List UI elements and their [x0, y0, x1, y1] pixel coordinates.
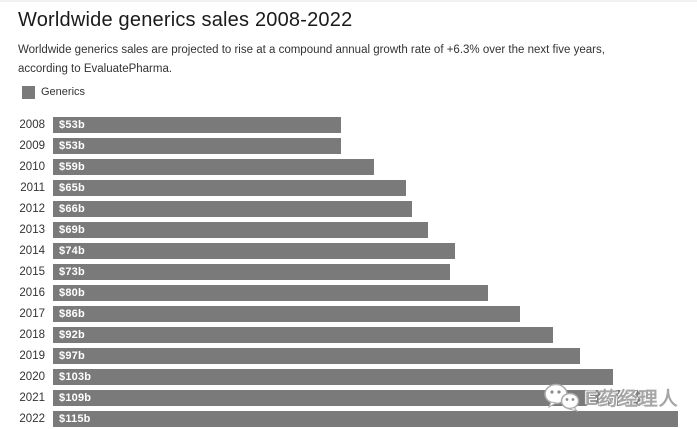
chart-title: Worldwide generics sales 2008-2022 [18, 9, 353, 31]
chart-row: 2018 $92b [18, 324, 678, 345]
legend: Generics [22, 85, 678, 99]
bar: $59b [53, 158, 374, 175]
chart-row: 2013 $69b [18, 219, 678, 240]
bar: $74b [53, 242, 456, 259]
bar-track: $92b [53, 326, 678, 343]
chart-row: 2019 $97b [18, 345, 678, 366]
bar: $53b [53, 137, 342, 154]
bar-value-label: $92b [59, 328, 85, 341]
bar-track: $109b [53, 389, 678, 406]
bar-value-label: $53b [59, 139, 85, 152]
year-label: 2020 [19, 370, 45, 383]
bar: $66b [53, 200, 412, 217]
year-label: 2018 [19, 328, 45, 341]
bar: $65b [53, 179, 407, 196]
bar: $109b [53, 389, 646, 406]
bar-value-label: $97b [59, 349, 85, 362]
bar-chart: 2008 $53b 2009 $53b 2010 $59b 2011 $65b 2012 $66b… [18, 114, 678, 429]
bar-track: $74b [53, 242, 678, 259]
year-label: 2022 [19, 412, 45, 425]
bar: $97b [53, 347, 581, 364]
chart-row: 2008 $53b [18, 114, 678, 135]
year-label: 2014 [19, 244, 45, 257]
bar-value-label: $86b [59, 307, 85, 320]
bar-track: $103b [53, 368, 678, 385]
bar: $73b [53, 263, 450, 280]
bar-value-label: $73b [59, 265, 85, 278]
chart-row: 2014 $74b [18, 240, 678, 261]
bar-track: $69b [53, 221, 678, 238]
chart-row: 2021 $109b [18, 387, 678, 408]
bar: $69b [53, 221, 428, 238]
chart-row: 2022 $115b [18, 408, 678, 429]
year-label: 2008 [19, 118, 45, 131]
legend-label: Generics [41, 86, 86, 99]
year-label: 2013 [19, 223, 45, 236]
bar-track: $97b [53, 347, 678, 364]
year-label: 2010 [19, 160, 45, 173]
bar: $53b [53, 116, 342, 133]
bar-track: $59b [53, 158, 678, 175]
bar: $115b [53, 410, 678, 427]
bar: $86b [53, 305, 521, 322]
year-label: 2009 [19, 139, 45, 152]
bar-track: $66b [53, 200, 678, 217]
bar-value-label: $103b [59, 370, 92, 383]
bar-value-label: $65b [59, 181, 85, 194]
year-label: 2011 [20, 181, 45, 194]
bar-track: $115b [53, 410, 678, 427]
year-label: 2016 [19, 286, 45, 299]
bar-value-label: $74b [59, 244, 85, 257]
bar: $92b [53, 326, 553, 343]
bar-value-label: $115b [59, 412, 91, 425]
bar-value-label: $69b [59, 223, 85, 236]
chart-row: 2011 $65b [18, 177, 678, 198]
legend-swatch [22, 85, 35, 99]
chart-row: 2020 $103b [18, 366, 678, 387]
bar-track: $65b [53, 179, 678, 196]
chart-row: 2009 $53b [18, 135, 678, 156]
year-label: 2019 [19, 349, 45, 362]
bar: $103b [53, 368, 613, 385]
bar-value-label: $66b [59, 202, 85, 215]
chart-row: 2012 $66b [18, 198, 678, 219]
bar-track: $86b [53, 305, 678, 322]
chart-row: 2010 $59b [18, 156, 678, 177]
bar: $80b [53, 284, 488, 301]
chart-row: 2016 $80b [18, 282, 678, 303]
chart-subtitle: Worldwide generics sales are projected t… [18, 44, 605, 75]
chart-row: 2015 $73b [18, 261, 678, 282]
bar-track: $53b [53, 116, 678, 133]
bar-track: $53b [53, 137, 678, 154]
bar-track: $73b [53, 263, 678, 280]
bar-value-label: $109b [59, 391, 92, 404]
year-label: 2012 [19, 202, 45, 215]
year-label: 2017 [19, 307, 45, 320]
chart-row: 2017 $86b [18, 303, 678, 324]
year-label: 2021 [19, 391, 45, 404]
bar-value-label: $53b [59, 118, 85, 131]
year-label: 2015 [19, 265, 45, 278]
bar-value-label: $59b [59, 160, 85, 173]
bar-value-label: $80b [59, 286, 85, 299]
bar-track: $80b [53, 284, 678, 301]
